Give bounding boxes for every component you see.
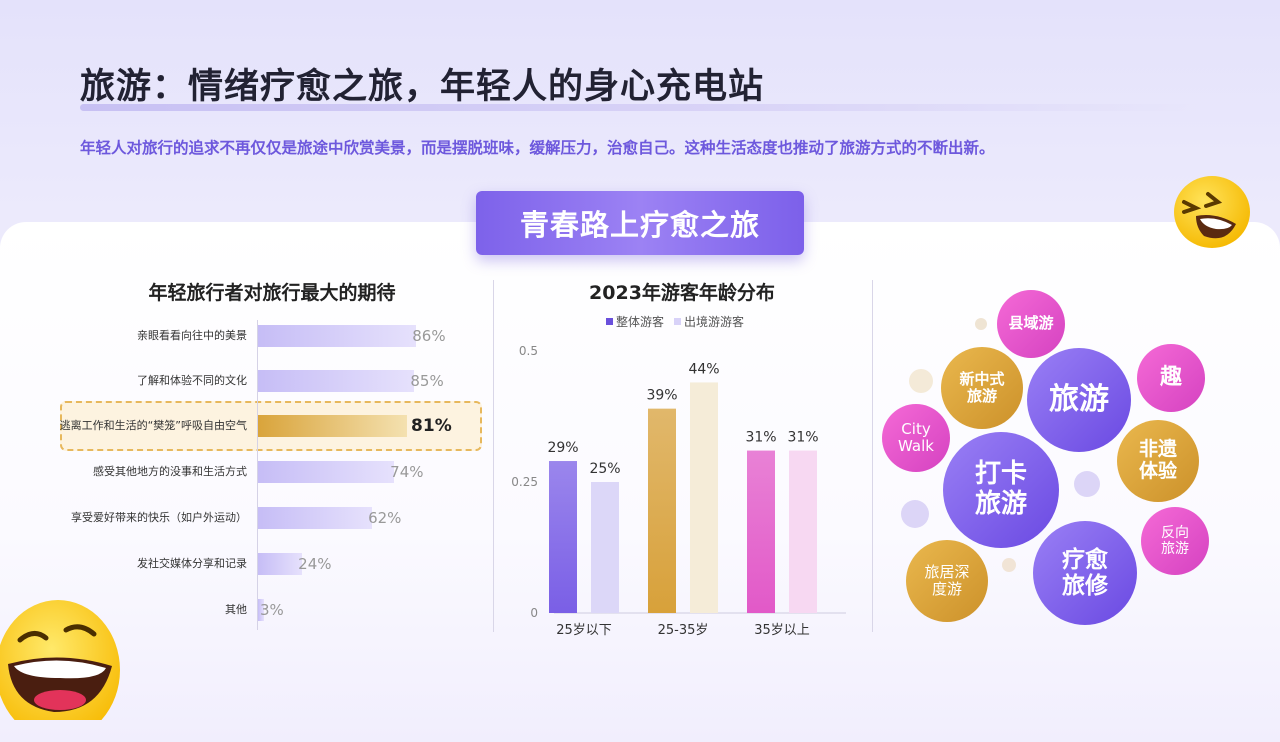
- decor-dot: [1074, 471, 1100, 497]
- bubble-reverse-travel-line2: 旅游: [1161, 541, 1189, 557]
- legend-label-overall: 整体游客: [616, 315, 665, 329]
- y-tick-label: 0.25: [511, 475, 538, 489]
- page-title: 旅游：情绪疗愈之旅，年轻人的身心充电站: [80, 67, 765, 107]
- bar-row: 感受其他地方的没事和生活方式 74%: [60, 454, 480, 490]
- x-tick-label: 25岁以下: [556, 623, 612, 638]
- bubble-sojourn-line2: 度游: [931, 580, 962, 598]
- bubble-city-walk-line1: City: [901, 419, 931, 438]
- decor-dot: [909, 369, 933, 393]
- bubble-sojourn-line1: 旅居深: [924, 562, 970, 581]
- bar: [258, 415, 408, 437]
- bar-outbound: [591, 482, 619, 613]
- bar-value-label: 31%: [745, 430, 776, 446]
- bar-overall: [549, 461, 577, 613]
- section-badge: 青春路上疗愈之旅: [476, 191, 804, 255]
- bar-value-label: 31%: [787, 430, 818, 446]
- bar-axis-line: [257, 320, 258, 630]
- y-tick-label: 0.5: [519, 344, 538, 358]
- bar-value-label: 86%: [412, 327, 446, 345]
- bubble-reverse-travel-line1: 反向: [1161, 524, 1189, 541]
- bar-value-label: 25%: [589, 461, 620, 477]
- bar-row: 亲眼看看向往中的美景 86%: [60, 318, 480, 354]
- bar: [258, 507, 373, 529]
- bubble-healing-line1: 疗愈: [1062, 546, 1108, 573]
- legend-item-overall: 整体游客: [606, 313, 664, 330]
- divider-left: [493, 280, 494, 632]
- bar: [258, 461, 395, 483]
- title-underline: [80, 104, 1200, 111]
- chart-legend: 整体游客 出境游游客: [606, 313, 744, 330]
- bar-category-label: 了解和体验不同的文化: [137, 374, 247, 387]
- bar-category-label: 逃离工作和生活的“樊笼”呼吸自由空气: [59, 419, 247, 432]
- bubble-check-in-line1: 打卡: [974, 459, 1027, 490]
- bar-category-label: 感受其他地方的没事和生活方式: [93, 465, 247, 478]
- bubble-heritage-line2: 体验: [1138, 460, 1177, 482]
- bar-value-label: 44%: [688, 361, 719, 377]
- bar-value-label: 3%: [260, 601, 284, 619]
- bubble-travel: 旅游: [1027, 348, 1131, 452]
- bar-value-label: 29%: [547, 440, 578, 456]
- bubble-fun-label: 趣: [1159, 365, 1182, 391]
- bar-outbound: [690, 382, 718, 613]
- legend-label-outbound: 出境游游客: [684, 315, 745, 329]
- bar-category-label: 亲眼看看向往中的美景: [137, 329, 247, 342]
- bubble-reverse-travel: 反向 旅游: [1141, 507, 1209, 575]
- age-distribution-chart: 0 0.25 0.5 29% 25% 25岁以下 39% 44% 25-35岁 31% 31% 35岁…: [511, 344, 846, 638]
- bar: [258, 599, 264, 621]
- bar-overall: [747, 450, 775, 613]
- x-tick-label: 25-35岁: [658, 623, 709, 638]
- bar: [258, 325, 417, 347]
- bubble-heritage-line1: 非遗: [1138, 438, 1177, 461]
- bar: [258, 553, 303, 575]
- bar-outbound: [789, 450, 817, 613]
- bubble-new-chinese: 新中式 旅游: [941, 347, 1023, 429]
- bubble-healing: 疗愈 旅修: [1033, 521, 1137, 625]
- bar-value-label: 39%: [646, 388, 677, 404]
- bar: [258, 370, 415, 392]
- bar-row: 享受爱好带来的快乐（如户外运动） 62%: [60, 500, 480, 536]
- bar-category-label: 其他: [225, 603, 247, 616]
- content-panel: [0, 222, 1280, 742]
- bar-category-label: 发社交媒体分享和记录: [137, 557, 247, 570]
- laughing-emoji-icon: [1174, 176, 1250, 248]
- decor-dot: [975, 318, 987, 330]
- y-tick-label: 0: [530, 606, 538, 620]
- bar-value-label: 24%: [298, 555, 332, 573]
- bar-value-label: 62%: [368, 509, 402, 527]
- bar-row: 其他 3%: [60, 592, 480, 628]
- bubble-city-walk-line2: Walk: [898, 437, 934, 455]
- bar-value-label: 81%: [411, 416, 452, 436]
- bubble-new-chinese-line1: 新中式: [959, 369, 1005, 388]
- bubble-travel-label: 旅游: [1049, 381, 1109, 417]
- bar-value-label: 85%: [410, 372, 444, 390]
- divider-right: [872, 280, 873, 632]
- page-subtitle: 年轻人对旅行的追求不再仅仅是旅途中欣赏美景，而是摆脱班味，缓解压力，治愈自己。这…: [80, 139, 995, 157]
- bar-row: 发社交媒体分享和记录 24%: [60, 546, 480, 582]
- bar-overall: [648, 408, 676, 613]
- bar-row: 了解和体验不同的文化 85%: [60, 363, 480, 399]
- legend-swatch-overall: [606, 318, 613, 325]
- bubble-city-walk: City Walk: [882, 404, 950, 472]
- x-tick-label: 35岁以上: [754, 623, 810, 638]
- decor-dot: [1002, 558, 1016, 572]
- bubble-heritage: 非遗 体验: [1117, 420, 1199, 502]
- bubble-county-travel-label: 县域游: [1008, 314, 1054, 333]
- bubble-healing-line2: 旅修: [1062, 573, 1108, 599]
- left-chart-title: 年轻旅行者对旅行最大的期待: [148, 282, 396, 304]
- big-laughing-emoji-icon: [0, 600, 120, 720]
- bubble-sojourn: 旅居深 度游: [906, 540, 988, 622]
- decor-dot: [901, 500, 929, 528]
- bubble-county-travel: 县域游: [997, 290, 1065, 358]
- legend-item-outbound: 出境游游客: [674, 313, 744, 330]
- bar-value-label: 74%: [390, 463, 424, 481]
- bar-row-highlight: 逃离工作和生活的“樊笼”呼吸自由空气 81%: [60, 408, 480, 444]
- bubble-check-in-line2: 旅游: [974, 489, 1027, 519]
- bubble-fun: 趣: [1137, 344, 1205, 412]
- bar-category-label: 享受爱好带来的快乐（如户外运动）: [71, 511, 247, 524]
- bubble-new-chinese-line2: 旅游: [966, 387, 997, 405]
- legend-swatch-outbound: [674, 318, 682, 325]
- middle-chart-title: 2023年游客年龄分布: [589, 282, 775, 304]
- bubble-check-in: 打卡 旅游: [943, 432, 1059, 548]
